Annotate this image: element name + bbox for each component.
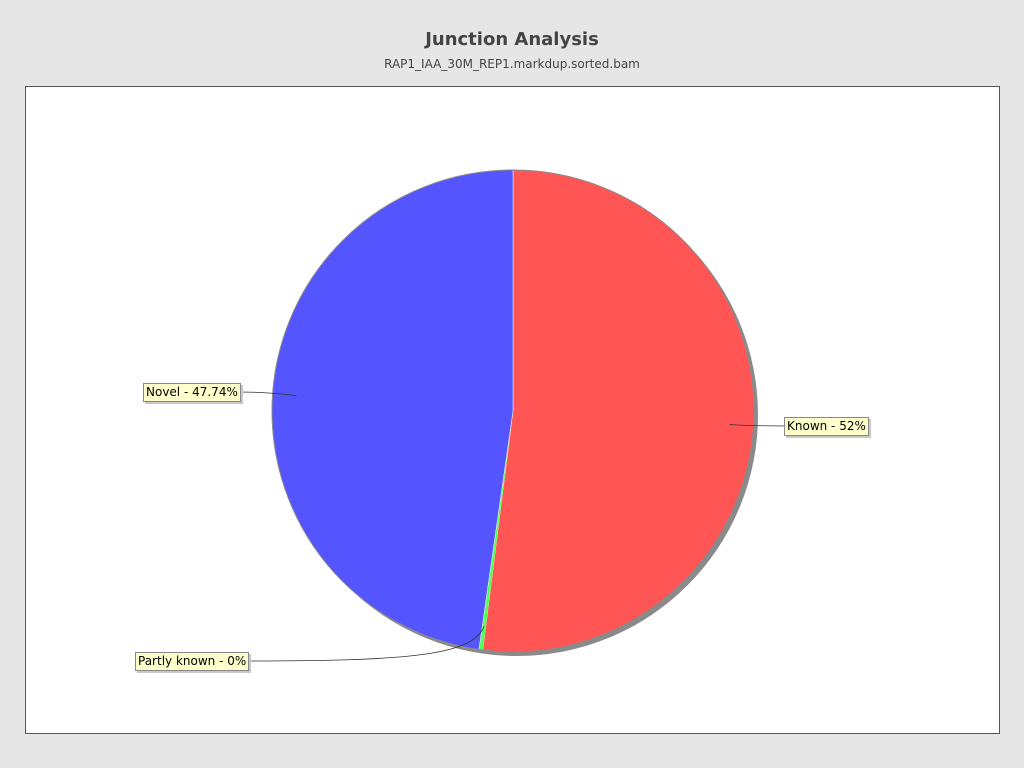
leader-line [729,424,786,427]
leader-line-layer [238,391,786,662]
pie-outline [271,169,755,653]
pie-chart [238,169,786,662]
slice-label-partly-known: Partly known - 0% [135,652,250,671]
slice-label-novel: Novel - 47.74% [143,383,241,402]
pie-slice-known [482,169,755,653]
chart-title: Junction Analysis [425,29,599,50]
leader-line [245,625,485,662]
plot-area: Known - 52% Partly known - 0% Novel - 47… [25,86,1000,734]
slice-label-known: Known - 52% [784,417,869,436]
leader-line [238,391,297,397]
pie-slice-layer [271,169,755,653]
chart-subtitle: RAP1_IAA_30M_REP1.markdup.sorted.bam [384,57,640,71]
pie-slice-novel [271,169,514,650]
